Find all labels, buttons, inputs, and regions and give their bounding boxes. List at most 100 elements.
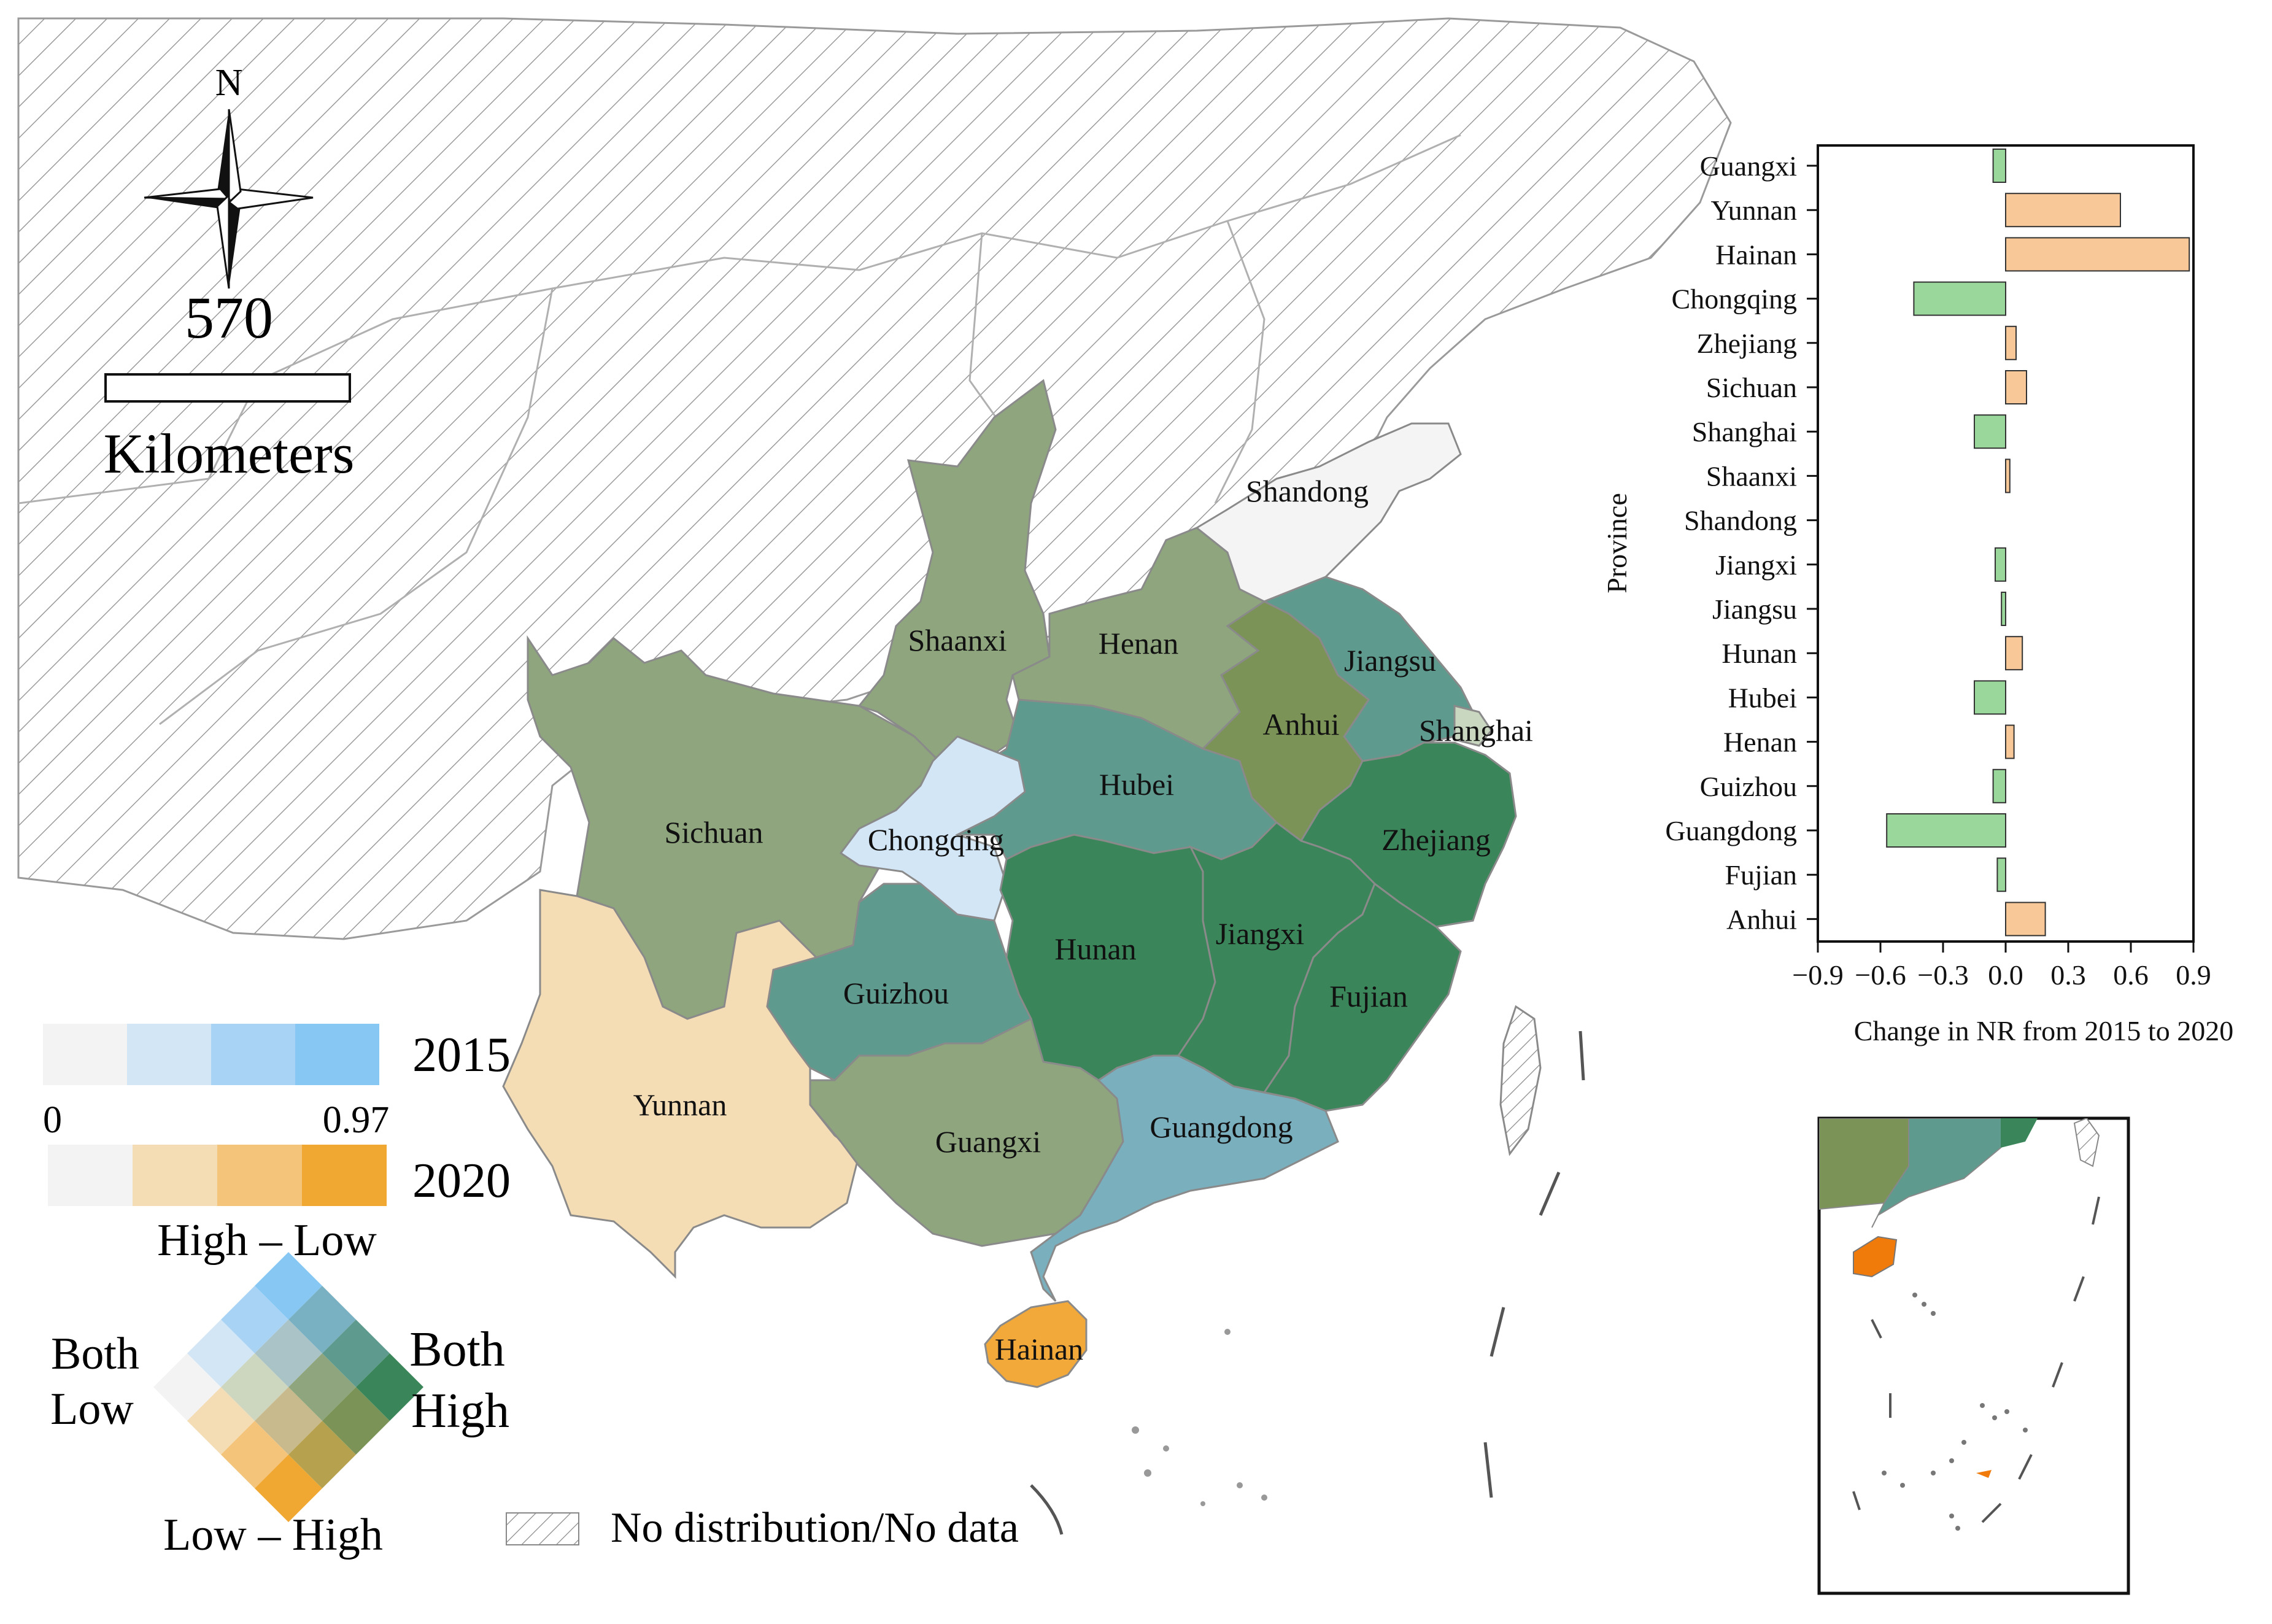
x-tick-label: 0.3 — [2050, 959, 2086, 991]
x-tick-label: 0.6 — [2113, 959, 2149, 991]
bar-fujian — [1996, 857, 2006, 892]
legend-ramp-2020 — [48, 1145, 387, 1206]
province-label-guangdong: Guangdong — [1150, 1110, 1292, 1144]
y-tick-label: Yunnan — [1710, 195, 1797, 226]
y-tick-label: Shaanxi — [1706, 460, 1797, 492]
bar-guizhou — [1992, 768, 2007, 803]
province-label-jiangsu: Jiangsu — [1344, 643, 1436, 678]
y-tick-label: Hainan — [1715, 239, 1797, 270]
province-label-shaanxi: Shaanxi — [908, 623, 1007, 657]
y-tick-label: Shandong — [1684, 505, 1797, 536]
y-tick-label: Henan — [1723, 727, 1797, 758]
legend-year-2015: 2015 — [412, 1028, 511, 1082]
x-axis-label: Change in NR from 2015 to 2020 — [1854, 1015, 2233, 1046]
nr-change-bar-chart: Guangxi Yunnan Hainan Chongqing Zhejiang Sich… — [1601, 144, 2233, 1046]
y-tick-label: Shanghai — [1692, 416, 1797, 447]
province-shape-yunnan — [502, 889, 860, 1279]
ramp-2015-cell — [295, 1024, 379, 1085]
bar-hubei — [1974, 680, 2006, 715]
bivariate-diamond — [153, 1252, 423, 1522]
bivariate-cell — [356, 1353, 423, 1421]
scale-unit: Kilometers — [104, 422, 355, 485]
y-tick-label: Anhui — [1726, 903, 1797, 935]
province-shape-shaanxi — [857, 379, 1057, 781]
province-label-guangxi: Guangxi — [935, 1124, 1041, 1159]
province-label-guizhou: Guizhou — [843, 976, 949, 1010]
ramp-2020-cell — [217, 1145, 302, 1206]
legend-low-high: Low – High — [163, 1510, 383, 1560]
y-tick-label: Jiangsu — [1712, 594, 1797, 625]
ramp-2020-cell — [48, 1145, 133, 1206]
province-shape-shandong — [1195, 422, 1462, 603]
legend-ramp-2015 — [43, 1024, 379, 1085]
province-label-shandong: Shandong — [1246, 474, 1369, 508]
ramp-2015-cell — [211, 1024, 295, 1085]
province-label-yunnan: Yunnan — [633, 1088, 727, 1122]
bar-guangxi — [1992, 149, 2007, 183]
province-label-shanghai: Shanghai — [1419, 713, 1533, 748]
y-tick-label: Chongqing — [1672, 284, 1797, 315]
y-tick-label: Guangxi — [1700, 150, 1797, 182]
bar-jiangsu — [2001, 592, 2006, 626]
y-tick-label: Fujian — [1725, 859, 1797, 891]
bar-zhejiang — [2005, 325, 2017, 360]
ramp-2020-cell — [302, 1145, 387, 1206]
ramp-2015-cell — [43, 1024, 127, 1085]
province-label-zhejiang: Zhejiang — [1381, 822, 1491, 857]
province-label-sichuan: Sichuan — [664, 815, 763, 849]
x-tick-label: 0.0 — [1988, 959, 2023, 991]
legend-max-label: 0.97 — [323, 1099, 390, 1141]
legend-high-low: High – Low — [157, 1215, 377, 1266]
bar-sichuan — [2005, 370, 2027, 404]
province-polygons — [502, 379, 1517, 1388]
scale-value: 570 — [185, 285, 273, 350]
province-label-chongqing: Chongqing — [868, 822, 1004, 857]
north-label: N — [215, 62, 243, 104]
y-tick-label: Guangdong — [1665, 815, 1797, 846]
bar-guangdong — [1886, 813, 2006, 848]
province-label-hainan: Hainan — [995, 1332, 1083, 1366]
x-tick-label: −0.9 — [1792, 959, 1843, 991]
legend-year-2020: 2020 — [412, 1154, 511, 1208]
x-tick-label: 0.9 — [2176, 959, 2211, 991]
province-labels: Shandong Shaanxi Henan Jiangsu Anhui Sha… — [633, 474, 1533, 1366]
y-tick-label: Hunan — [1721, 638, 1797, 669]
province-shape-guangdong — [1030, 1054, 1339, 1302]
bar-jiangxi — [1995, 547, 2006, 582]
ramp-2020-cell — [133, 1145, 217, 1206]
province-label-hunan: Hunan — [1054, 932, 1136, 966]
legend-min-label: 0 — [43, 1099, 62, 1141]
bar-hainan — [2005, 237, 2190, 272]
province-shape-shanghai — [1453, 705, 1493, 747]
no-data-label: No distribution/No data — [611, 1504, 1019, 1552]
y-tick-label: Sichuan — [1706, 372, 1797, 403]
bar-hunan — [2005, 636, 2023, 671]
legend-ramps: 2015 0 0.97 2020 — [43, 1024, 511, 1208]
x-tick-label: −0.3 — [1917, 959, 1968, 991]
province-label-hubei: Hubei — [1099, 767, 1174, 802]
y-tick-label: Zhejiang — [1697, 328, 1798, 359]
islands — [1132, 1329, 1267, 1506]
province-label-anhui: Anhui — [1263, 707, 1340, 741]
legend-both-low-line1: Both — [51, 1329, 139, 1379]
bivariate-legend: High – Low Both Low Both High Low – High — [50, 1215, 509, 1560]
y-tick-label: Hubei — [1728, 682, 1797, 713]
legend-both-low-line2: Low — [50, 1384, 134, 1434]
bar-chongqing — [1913, 281, 2006, 316]
no-data-region — [17, 17, 1732, 1156]
bar-yunnan — [2005, 193, 2121, 228]
x-tick-label: −0.6 — [1855, 959, 1906, 991]
province-shape-hainan — [984, 1300, 1088, 1388]
sea-boundary-dashes — [1030, 1030, 1585, 1535]
no-data-legend: No distribution/No data — [506, 1504, 1019, 1552]
chart-plot-area — [1817, 144, 2195, 943]
bar-henan — [2005, 724, 2015, 759]
y-tick-label: Jiangxi — [1715, 549, 1797, 581]
y-tick-label: Guizhou — [1700, 771, 1797, 802]
legend-both-high-line1: Both — [409, 1323, 505, 1377]
bar-shanghai — [1974, 414, 2006, 449]
north-arrow-icon: N — [144, 62, 314, 289]
legend-both-high-line2: High — [411, 1384, 509, 1438]
